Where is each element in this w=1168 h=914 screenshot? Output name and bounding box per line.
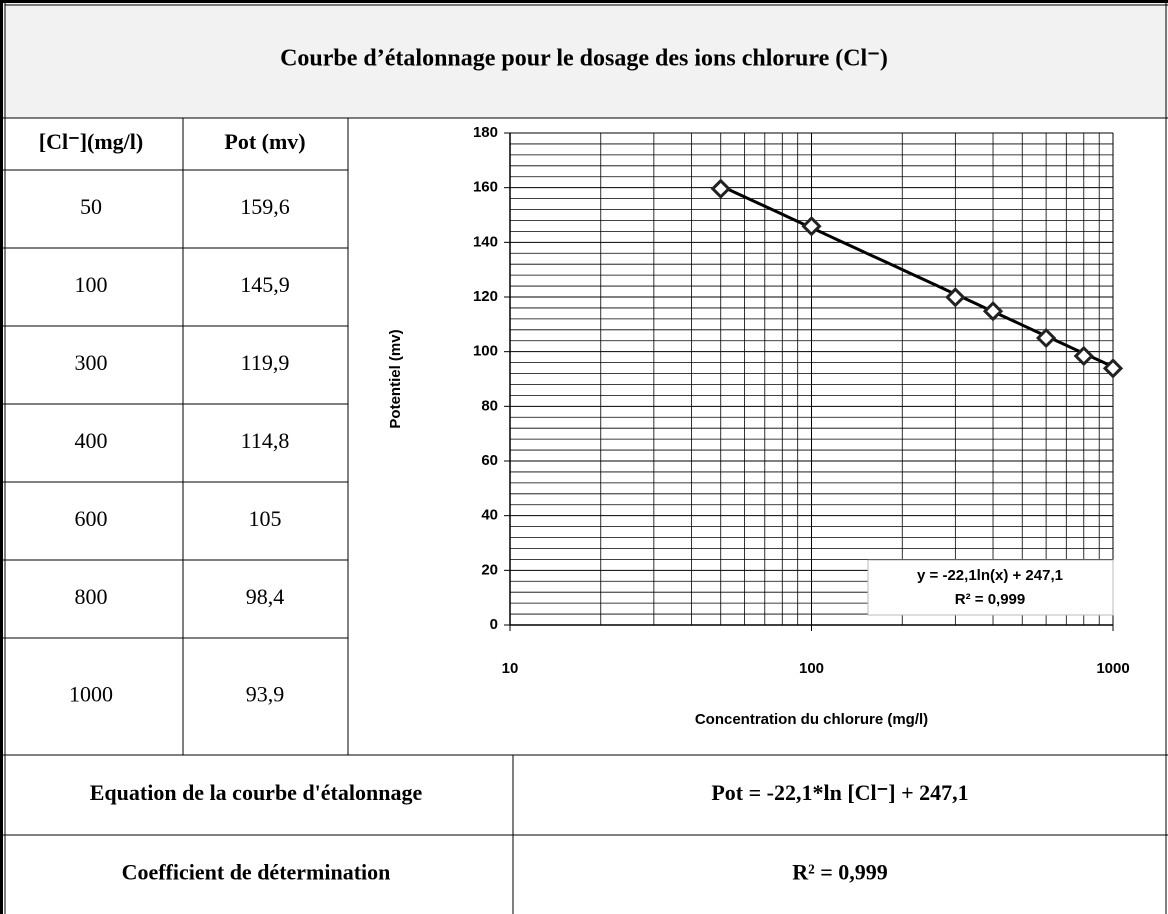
summary-cell: Pot = -22,1*ln [Cl⁻] + 247,1 xyxy=(711,780,968,805)
table-cell: 1000 xyxy=(69,682,113,707)
y-tick-label: 100 xyxy=(473,343,498,360)
table-cell: 105 xyxy=(249,506,282,531)
y-tick-label: 80 xyxy=(481,397,498,414)
summary-cell: Coefficient de détermination xyxy=(122,860,391,885)
summary-cell: Equation de la courbe d'étalonnage xyxy=(90,780,423,805)
data-point xyxy=(710,178,731,199)
table-cell: 600 xyxy=(75,506,108,531)
table-cell: 50 xyxy=(80,194,102,219)
data-point xyxy=(1035,327,1057,349)
table-cell: 114,8 xyxy=(241,428,290,453)
x-tick-label: 100 xyxy=(799,660,824,677)
equation-box xyxy=(867,559,1114,616)
table-cell: 100 xyxy=(75,272,108,297)
y-tick-label: 60 xyxy=(481,452,498,469)
header-cell: Pot (mv) xyxy=(224,129,305,154)
x-tick-label: 10 xyxy=(502,660,519,677)
table-cell: 800 xyxy=(75,584,108,609)
y-tick-label: 180 xyxy=(473,124,498,141)
table-cell: 119,9 xyxy=(241,350,290,375)
y-tick-label: 140 xyxy=(473,233,498,250)
table-cell: 98,4 xyxy=(246,584,285,609)
table-cell: 145,9 xyxy=(240,272,290,297)
x-tick-label: 1000 xyxy=(1096,660,1129,677)
table-cell: 300 xyxy=(75,350,108,375)
y-tick-label: 160 xyxy=(473,179,498,196)
table-cell: 159,6 xyxy=(240,194,290,219)
data-point xyxy=(1073,345,1094,367)
summary-cell: R² = 0,999 xyxy=(792,860,888,885)
y-axis-label: Potentiel (mv) xyxy=(387,329,404,428)
table-cell: 93,9 xyxy=(246,682,285,707)
title-background xyxy=(0,0,1168,118)
data-point xyxy=(982,301,1004,322)
title: Courbe d’étalonnage pour le dosage des i… xyxy=(280,46,888,72)
table-cell: 400 xyxy=(75,428,108,453)
data-point xyxy=(1102,358,1124,379)
trendline-equation: y = -22,1ln(x) + 247,1 xyxy=(917,567,1063,584)
y-tick-label: 0 xyxy=(490,616,498,633)
y-tick-label: 120 xyxy=(473,288,498,305)
data-point xyxy=(801,216,822,237)
trendline-r2: R² = 0,999 xyxy=(955,591,1025,608)
y-tick-label: 20 xyxy=(481,561,498,578)
x-axis-label: Concentration du chlorure (mg/l) xyxy=(695,711,928,728)
header-cell: [Cl⁻](mg/l) xyxy=(39,129,143,154)
y-tick-label: 40 xyxy=(481,507,498,524)
data-point xyxy=(945,287,966,308)
